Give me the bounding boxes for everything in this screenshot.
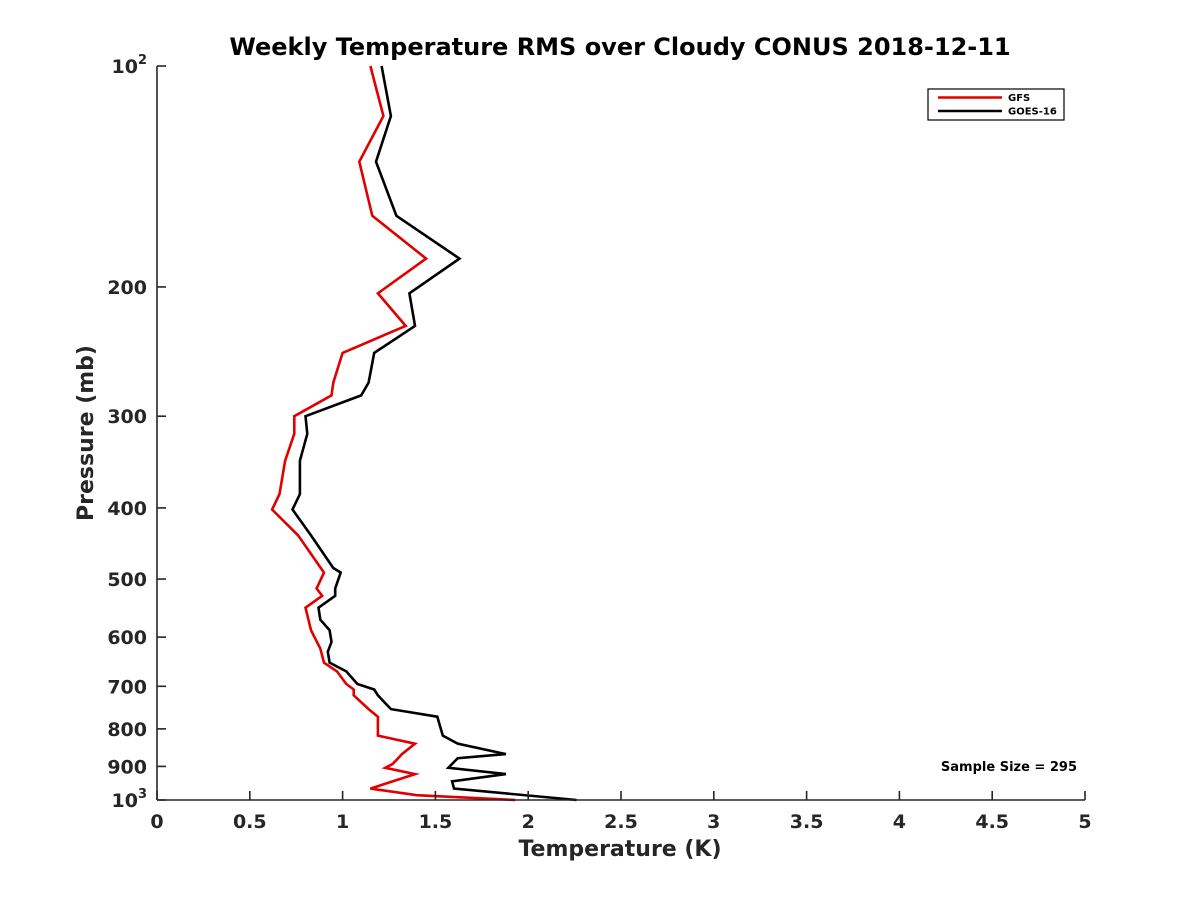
x-tick-label: 4 — [893, 811, 906, 833]
axes-background — [157, 66, 1085, 800]
y-tick-label: 700 — [107, 676, 147, 698]
x-tick-label: 2 — [522, 811, 535, 833]
y-axis: 102 200 300 400 500 600 700 800 900 103 — [107, 53, 166, 812]
x-tick-label: 5 — [1078, 811, 1091, 833]
x-tick-label: 0 — [150, 811, 163, 833]
series-line-goes16 — [290, 65, 577, 802]
y-tick-label: 500 — [107, 569, 147, 591]
x-axis-label: Temperature (K) — [518, 837, 721, 862]
y-tick-label: 900 — [107, 756, 147, 778]
x-tick-label: 0.5 — [233, 811, 267, 833]
y-tick-label: 800 — [107, 719, 147, 741]
series-line-gfs — [270, 65, 516, 802]
x-tick-label: 4.5 — [975, 811, 1009, 833]
chart-title: Weekly Temperature RMS over Cloudy CONUS… — [229, 33, 1010, 61]
plot-area — [157, 66, 1085, 800]
y-axis-label: Pressure (mb) — [74, 345, 99, 521]
y-tick-label: 600 — [107, 627, 147, 649]
legend-box — [927, 88, 1065, 121]
series-layer — [270, 65, 577, 802]
legend: GFS GOES-16 — [927, 88, 1065, 121]
x-axis: 0 0.5 1 1.5 2 2.5 3 3.5 4 4.5 5 — [150, 791, 1092, 833]
legend-label-gfs: GFS — [1008, 93, 1030, 104]
y-tick-label: 200 — [107, 277, 147, 299]
y-tick-label: 102 — [112, 53, 148, 78]
y-tick-label: 400 — [107, 498, 147, 520]
y-tick-label: 103 — [112, 787, 148, 812]
sample-size-annotation: Sample Size = 295 — [941, 760, 1077, 775]
x-tick-label: 1.5 — [419, 811, 453, 833]
legend-label-goes16: GOES-16 — [1008, 107, 1057, 118]
y-tick-label: 300 — [107, 406, 147, 428]
x-tick-label: 3 — [707, 811, 720, 833]
x-tick-label: 3.5 — [790, 811, 824, 833]
x-tick-label: 2.5 — [604, 811, 638, 833]
x-tick-label: 1 — [336, 811, 349, 833]
